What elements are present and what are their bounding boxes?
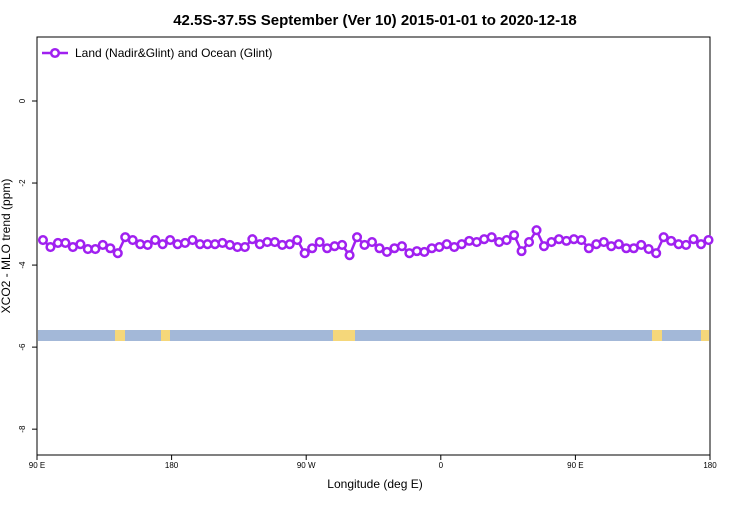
land-patch: [652, 330, 662, 341]
data-point: [60, 237, 71, 248]
data-point: [239, 241, 250, 253]
data-point: [142, 239, 153, 251]
land-patch: [701, 330, 709, 341]
data-point: [45, 241, 56, 253]
data-point: [157, 239, 168, 250]
y-tick-label: -8: [18, 425, 27, 433]
plot-frame: [36, 36, 711, 456]
data-point: [284, 239, 295, 250]
x-tick-label: 0: [439, 461, 444, 470]
data-point: [112, 248, 123, 259]
data-point: [37, 235, 49, 246]
data-point: [598, 237, 609, 248]
legend-label: Land (Nadir&Glint) and Ocean (Glint): [75, 46, 272, 60]
y-tick-label: 0: [18, 98, 27, 103]
data-point: [681, 239, 692, 251]
x-tick-label: 90 E: [567, 461, 583, 470]
data-point: [703, 235, 714, 246]
data-point: [299, 248, 310, 259]
x-tick-label: 90 E: [29, 461, 45, 470]
x-tick-label: 90 W: [297, 461, 316, 470]
data-point: [509, 230, 520, 241]
data-point: [150, 235, 161, 246]
data-point: [636, 239, 647, 251]
x-tick-label: 180: [703, 461, 717, 470]
data-point: [501, 235, 512, 246]
data-point: [538, 241, 550, 252]
y-tick-label: -4: [18, 261, 27, 269]
data-point: [307, 243, 318, 254]
ocean-band: [38, 330, 709, 341]
data-point: [688, 234, 699, 245]
y-tick-label: -6: [18, 343, 27, 351]
data-point: [396, 241, 407, 252]
land-patch: [333, 330, 355, 341]
data-point: [292, 235, 303, 246]
data-point: [643, 244, 654, 255]
data-point: [351, 232, 363, 243]
data-point: [75, 239, 86, 250]
y-axis-label: XCO2 - MLO trend (ppm): [0, 179, 13, 314]
data-point: [105, 243, 116, 254]
data-point: [90, 244, 101, 255]
data-point: [531, 225, 542, 236]
data-point: [613, 239, 624, 250]
data-point: [695, 239, 707, 250]
y-tick-label: -2: [18, 179, 27, 187]
x-tick-label: 180: [165, 461, 179, 470]
legend-marker: [49, 47, 61, 59]
chart-title: 42.5S-37.5S September (Ver 10) 2015-01-0…: [173, 12, 577, 29]
land-ocean-strip: [38, 330, 709, 341]
data-point: [337, 239, 348, 251]
data-point: [366, 237, 378, 248]
data-point: [419, 246, 430, 257]
data-point: [651, 248, 662, 259]
data-point: [165, 235, 176, 246]
x-axis-label: Longitude (deg E): [327, 477, 422, 491]
land-patch: [115, 330, 125, 341]
data-point: [344, 250, 355, 261]
data-point: [374, 243, 385, 254]
data-point: [583, 243, 594, 254]
data-point: [486, 232, 497, 243]
data-point: [247, 234, 258, 245]
data-point: [658, 232, 669, 243]
data-point: [127, 235, 138, 246]
data-point: [516, 246, 527, 257]
data-point: [576, 235, 587, 246]
data-point: [381, 246, 393, 257]
data-point: [523, 237, 535, 248]
land-patch: [161, 330, 170, 341]
data-point: [187, 235, 198, 246]
data-point: [314, 237, 325, 248]
